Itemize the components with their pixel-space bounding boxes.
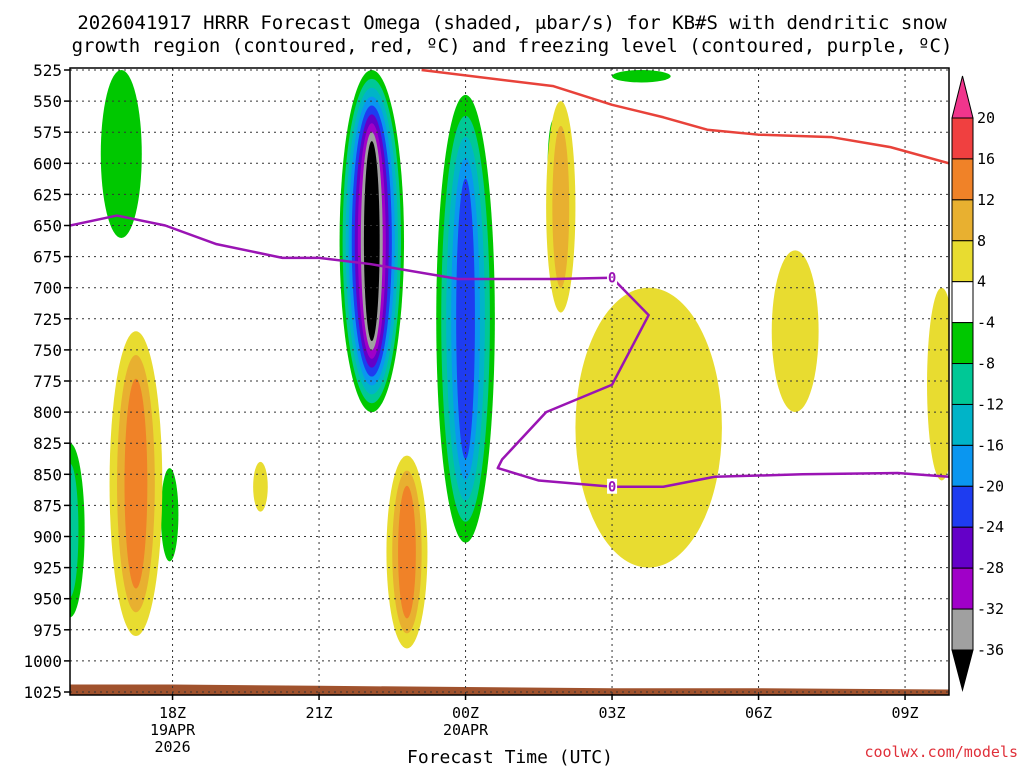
chart-title-line2: growth region (contoured, red, ºC) and f…: [72, 35, 953, 57]
x-axis-label: Forecast Time (UTC): [407, 747, 613, 768]
omega-pos-5-layer-0: [771, 250, 819, 413]
colorbar-seg-9: [951, 485, 974, 528]
y-tick-label-925: 925: [33, 559, 62, 578]
y-tick-label-600: 600: [33, 154, 62, 173]
y-tick-label-625: 625: [33, 185, 62, 204]
y-tick-label-650: 650: [33, 217, 62, 236]
y-tick-label-675: 675: [33, 248, 62, 267]
contour-label-bg-1: [607, 478, 618, 494]
colorbar-bottom-arrow: [951, 649, 974, 692]
omega-pos-6-layer-0: [927, 287, 949, 481]
contour-label-bg-0: [607, 269, 618, 285]
credit-label: coolwx.com/models: [864, 743, 1018, 761]
x-tick-label-09Z: 09Z: [892, 704, 919, 722]
colorbar-seg-3: [951, 240, 974, 283]
colorbar-label-7: -12: [977, 395, 1004, 413]
y-tick-label-525: 525: [33, 61, 62, 80]
y-tick-label-1025: 1025: [23, 683, 62, 702]
colorbar-label-4: 4: [977, 273, 986, 291]
omega-pos-2-layer-2: [398, 485, 416, 619]
x-tick-sub1-18Z: 19APR: [150, 721, 196, 739]
colorbar-label-8: -16: [977, 436, 1004, 454]
omega-shading: [70, 70, 949, 649]
x-tick-label-06Z: 06Z: [745, 704, 772, 722]
y-tick-label-850: 850: [33, 465, 62, 484]
y-tick-label-700: 700: [33, 279, 62, 298]
chart-title-line1: 2026041917 HRRR Forecast Omega (shaded, …: [77, 12, 947, 34]
x-tick-label-00Z: 00Z: [452, 704, 479, 722]
colorbar-label-1: 16: [977, 150, 995, 168]
omega-small-green-1-layer-0: [160, 468, 179, 562]
omega-pos-7-layer-0: [253, 461, 268, 512]
omega-top-green-layer-0: [612, 70, 671, 83]
contour-label-0: 0: [608, 271, 616, 287]
y-tick-label-825: 825: [33, 434, 62, 453]
y-tick-label-750: 750: [33, 341, 62, 360]
omega-core-min-layer-8: [363, 141, 380, 342]
omega-low-green-layer-1: [70, 463, 79, 597]
y-tick-label-775: 775: [33, 372, 62, 391]
grid: [70, 68, 949, 694]
colorbar-label-12: -32: [977, 600, 1004, 618]
y-tick-label-875: 875: [33, 496, 62, 515]
omega-second-min-layer-4: [456, 178, 475, 459]
colorbar-seg-8: [951, 444, 974, 487]
colorbar-seg-12: [951, 608, 974, 651]
colorbar-seg-11: [951, 567, 974, 610]
terrain: [70, 684, 949, 695]
colorbar-label-3: 8: [977, 232, 986, 250]
contour-lines: 00: [70, 68, 949, 496]
y-tick-label-1000: 1000: [23, 652, 62, 671]
y-tick-label-575: 575: [33, 123, 62, 142]
omega-early-green-layer-0: [100, 70, 142, 238]
colorbar-seg-0: [951, 117, 974, 160]
colorbar-label-5: -4: [977, 314, 995, 332]
colorbar-label-9: -20: [977, 477, 1004, 495]
x-tick-sub1-00Z: 20APR: [443, 721, 489, 739]
y-tick-label-800: 800: [33, 403, 62, 422]
colorbar: 20 16 12 8 4 -4 -8 -12 -16 -20 -24 -28 -32 -36: [951, 75, 1004, 692]
colorbar-seg-4: [951, 281, 974, 324]
y-tick-label-550: 550: [33, 92, 62, 111]
colorbar-seg-2: [951, 199, 974, 242]
omega-pos-1-layer-2: [124, 378, 148, 589]
x-tick-label-21Z: 21Z: [306, 704, 333, 722]
colorbar-seg-7: [951, 403, 974, 446]
colorbar-seg-6: [951, 363, 974, 405]
y-tick-label-900: 900: [33, 528, 62, 547]
colorbar-label-10: -24: [977, 518, 1004, 536]
x-tick-label-03Z: 03Z: [599, 704, 626, 722]
colorbar-seg-1: [951, 158, 974, 201]
y-axis: 525 550 575 600 625 650 675 700 725 750 775 800 825 8…: [23, 61, 70, 702]
dendritic-red-contour: [421, 68, 949, 165]
y-tick-label-950: 950: [33, 590, 62, 609]
colorbar-label-11: -28: [977, 559, 1004, 577]
y-tick-label-725: 725: [33, 310, 62, 329]
omega-pos-4-layer-0: [575, 287, 722, 568]
colorbar-label-0: 20: [977, 109, 995, 127]
freezing-level-purple-contour: [70, 214, 949, 488]
colorbar-top-arrow: [951, 75, 974, 119]
y-tick-label-975: 975: [33, 621, 62, 640]
contour-label-1: 0: [608, 480, 616, 496]
colorbar-seg-10: [951, 526, 974, 569]
colorbar-label-13: -36: [977, 641, 1004, 659]
terrain-fill: [70, 684, 949, 695]
colorbar-label-2: 12: [977, 191, 995, 209]
colorbar-seg-5: [951, 322, 974, 365]
colorbar-label-6: -8: [977, 355, 995, 373]
x-tick-label-18Z: 18Z: [159, 704, 186, 722]
x-tick-sub2-18Z: 2026: [154, 738, 190, 756]
omega-pos-3-layer-1: [552, 125, 570, 288]
